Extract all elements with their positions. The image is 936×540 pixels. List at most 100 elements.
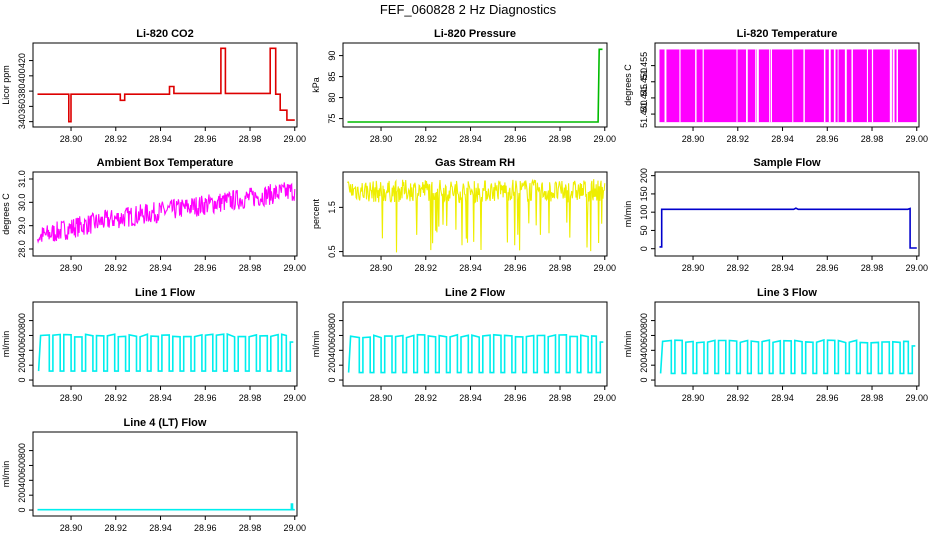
plot-area <box>36 182 296 244</box>
chart-box_temp: Ambient Box Temperature degrees C 28.0 29.0… <box>1 157 306 273</box>
y-tick-label: 51.445 <box>639 84 649 112</box>
y-tick-label: 51.440 <box>639 100 649 128</box>
x-tick-label: 28.92 <box>105 523 128 533</box>
y-tick-label: 80 <box>327 93 337 103</box>
x-tick-label: 28.98 <box>549 134 572 144</box>
x-tick-label: 28.98 <box>239 134 262 144</box>
plot-area <box>347 333 604 374</box>
plot-area <box>347 178 606 253</box>
y-tick-label: 28.0 <box>17 240 27 258</box>
y-tick-label: 30.0 <box>17 194 27 212</box>
x-tick-label: 28.92 <box>105 134 128 144</box>
plot-area <box>37 503 295 511</box>
x-tick-label: 29.00 <box>283 134 306 144</box>
y-tick-label: 400 <box>17 473 27 488</box>
plot-frame <box>342 42 608 128</box>
series-line <box>659 207 917 249</box>
y-tick-label: 29.0 <box>17 217 27 235</box>
x-tick-label: 28.90 <box>60 263 83 273</box>
chart-sample_flow: Sample Flow ml/min 0 50 100 150 200 28.90 28.92 2… <box>623 157 928 273</box>
y-axis-label: degrees C <box>1 193 11 235</box>
y-tick-label: 0 <box>17 378 27 383</box>
chart-title: Line 4 (LT) Flow <box>124 417 207 429</box>
y-tick-label: 340 <box>17 114 27 129</box>
x-tick-label: 28.98 <box>861 263 884 273</box>
plot-frame <box>654 301 920 387</box>
x-tick-label: 28.98 <box>239 523 262 533</box>
y-axis-label: kPa <box>311 77 321 93</box>
plot-area <box>347 48 603 123</box>
plot-area <box>659 49 917 123</box>
plot-frame <box>654 171 920 257</box>
x-tick-label: 28.90 <box>60 134 83 144</box>
plot-frame <box>32 171 298 257</box>
chart-title: Li-820 Temperature <box>737 28 838 40</box>
x-tick-label: 29.00 <box>905 393 928 403</box>
x-tick-label: 28.90 <box>370 134 393 144</box>
x-tick-label: 28.90 <box>60 523 83 533</box>
x-tick-label: 28.90 <box>682 134 705 144</box>
x-tick-label: 28.94 <box>149 263 172 273</box>
x-tick-label: 28.90 <box>60 393 83 403</box>
y-axis-label: degrees C <box>623 64 633 106</box>
y-tick-label: 200 <box>17 358 27 373</box>
x-tick-label: 28.96 <box>194 263 217 273</box>
y-tick-label: 600 <box>17 328 27 343</box>
y-tick-label: 0 <box>639 246 649 251</box>
x-tick-label: 28.94 <box>459 393 482 403</box>
y-tick-label: 0 <box>327 378 337 383</box>
plot-frame <box>32 42 298 128</box>
x-tick-label: 28.96 <box>816 393 839 403</box>
x-tick-label: 29.00 <box>905 263 928 273</box>
y-tick-label: 360 <box>17 99 27 114</box>
series-line <box>37 503 295 511</box>
x-tick-label: 28.94 <box>149 523 172 533</box>
x-tick-label: 28.94 <box>149 393 172 403</box>
y-tick-label: 200 <box>327 358 337 373</box>
x-tick-label: 28.98 <box>549 263 572 273</box>
y-tick-label: 1.5 <box>327 201 337 214</box>
y-tick-label: 800 <box>17 313 27 328</box>
x-tick-label: 28.92 <box>727 393 750 403</box>
x-tick-label: 28.94 <box>771 393 794 403</box>
y-tick-label: 380 <box>17 84 27 99</box>
series-line <box>37 47 295 123</box>
chart-title: Li-820 CO2 <box>136 28 193 40</box>
y-tick-label: 85 <box>327 72 337 82</box>
x-tick-label: 28.98 <box>861 393 884 403</box>
y-tick-label: 0.5 <box>327 245 337 258</box>
y-axis-label: ml/min <box>623 201 633 228</box>
plot-area <box>37 332 294 372</box>
x-tick-label: 28.96 <box>504 393 527 403</box>
y-tick-label: 200 <box>639 358 649 373</box>
y-axis-label: percent <box>311 198 321 229</box>
y-tick-label: 200 <box>17 488 27 503</box>
series-line <box>347 48 603 123</box>
plot-frame <box>342 171 608 257</box>
chart-title: Line 3 Flow <box>757 287 817 299</box>
x-tick-label: 28.96 <box>194 134 217 144</box>
series-band <box>659 49 917 123</box>
y-tick-label: 800 <box>639 313 649 328</box>
chart-pressure: Li-820 Pressure kPa 75 80 85 90 28.90 28.92 28.9… <box>311 28 616 144</box>
y-tick-label: 400 <box>327 343 337 358</box>
y-tick-label: 51.455 <box>639 52 649 80</box>
x-tick-label: 29.00 <box>905 134 928 144</box>
plot-area <box>659 338 916 375</box>
x-tick-label: 28.94 <box>149 134 172 144</box>
y-tick-label: 51.450 <box>639 68 649 96</box>
series-line <box>347 178 606 253</box>
x-tick-label: 28.92 <box>415 134 438 144</box>
plot-area <box>659 207 917 249</box>
x-tick-label: 28.96 <box>504 134 527 144</box>
y-tick-label: 400 <box>17 343 27 358</box>
x-tick-label: 28.96 <box>194 393 217 403</box>
y-axis-label: ml/min <box>1 331 11 358</box>
chart-title: Line 1 Flow <box>135 287 195 299</box>
y-tick-label: 600 <box>639 328 649 343</box>
x-tick-label: 28.90 <box>370 393 393 403</box>
series-line <box>347 333 604 374</box>
x-tick-label: 28.92 <box>105 263 128 273</box>
